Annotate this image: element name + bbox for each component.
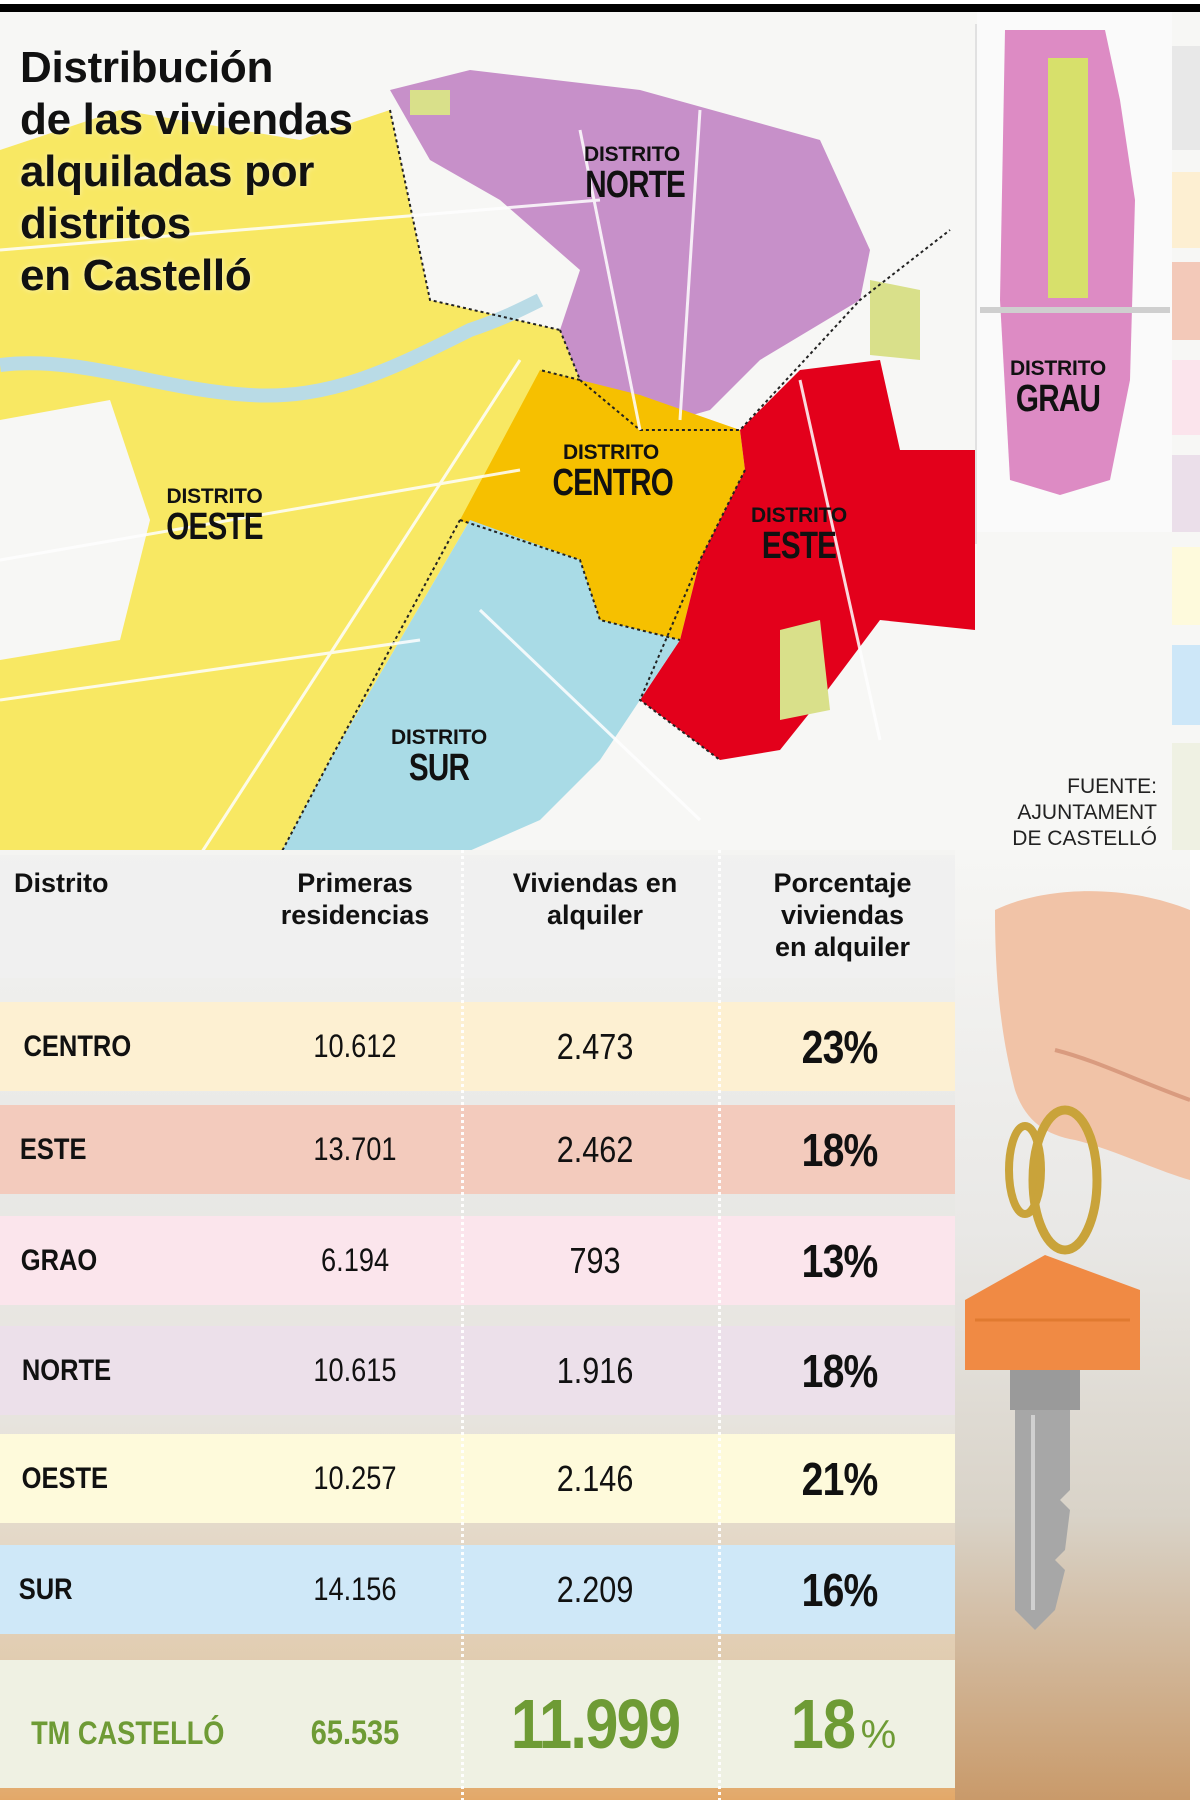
label-name: SUR [408,747,470,789]
cell-porcentaje: 18% [802,1344,879,1397]
cell-distrito: TM CASTELLÓ [31,1714,225,1751]
table-row-grao: GRAO 6.194 793 13% [0,1216,955,1305]
rental-table: Distrito Primeras residencias Viviendas … [0,850,1200,1800]
label-distrito-norte: DISTRITO NORTE [572,144,692,204]
label-name: NORTE [585,164,686,206]
legend-swatch-oeste [1172,547,1200,625]
cell-distrito: ESTE [19,1132,87,1166]
cell-distrito: CENTRO [23,1029,132,1063]
district-area-oeste [0,110,580,855]
district-map: Distribución de las viviendas alquiladas… [0,12,1200,855]
cell-porcentaje: 23% [802,1020,879,1073]
legend-swatch-centro [1172,172,1200,248]
map-graphic [0,12,1200,855]
header-viviendas-en-alquiler: Viviendas en alquiler [512,868,678,930]
legend-swatch-grao [1172,360,1200,435]
total-percent-sign: % [860,1713,897,1757]
table-row-norte: NORTE 10.615 1.916 18% [0,1326,955,1415]
cell-viviendas: 2.473 [556,1025,634,1067]
label-distrito-centro: DISTRITO CENTRO [536,442,686,502]
source-credit: FUENTE: AJUNTAMENT DE CASTELLÓ [1012,775,1157,850]
cell-viviendas: 1.916 [556,1349,634,1391]
cell-primeras: 13.701 [313,1131,397,1167]
table-row-este: ESTE 13.701 2.462 18% [0,1105,955,1194]
label-prefix: DISTRITO [166,485,263,508]
label-name: CENTRO [552,462,674,504]
inset-divider [975,24,977,544]
column-divider [461,850,464,1800]
cell-primeras: 10.615 [313,1352,397,1388]
label-distrito-este: DISTRITO ESTE [738,505,860,565]
right-margin [1190,850,1200,1800]
cell-primeras: 10.612 [313,1028,397,1064]
label-prefix: DISTRITO [750,504,848,527]
legend-swatch-este [1172,262,1200,340]
label-distrito-sur: DISTRITO SUR [378,727,500,787]
cell-porcentaje: 13% [802,1234,879,1287]
header-distrito: Distrito [14,868,109,898]
cell-porcentaje: 16% [802,1563,879,1616]
legend-swatch-norte [1172,455,1200,532]
total-percent-value: 18 [790,1685,855,1763]
cell-viviendas: 2.209 [556,1568,634,1610]
district-area-centro [460,370,745,640]
cell-primeras: 65.535 [310,1713,400,1752]
table-row-oeste: OESTE 10.257 2.146 21% [0,1434,955,1523]
key-illustration [965,891,1191,1630]
cell-distrito: OESTE [21,1461,109,1495]
legend-swatch-total [1172,743,1200,853]
cell-viviendas: 793 [569,1239,621,1281]
cell-viviendas: 2.146 [556,1457,634,1499]
table-row-total: TM CASTELLÓ 65.535 11.999 18% [0,1660,955,1788]
label-prefix: DISTRITO [1009,357,1107,380]
cell-porcentaje: 21% [802,1452,879,1505]
cell-primeras: 14.156 [313,1571,397,1607]
top-rule [0,4,1200,12]
cell-primeras: 10.257 [313,1460,397,1496]
district-area-este [640,360,975,760]
label-name: OESTE [166,506,263,548]
label-distrito-grau: DISTRITO GRAU [997,358,1119,418]
header-porcentaje: Porcentaje viviendas en alquiler [773,868,912,962]
cell-distrito: SUR [18,1572,73,1606]
cell-distrito: GRAO [20,1243,98,1277]
label-distrito-oeste: DISTRITO OESTE [152,486,277,546]
label-prefix: DISTRITO [562,441,660,464]
cell-viviendas: 11.999 [510,1685,681,1763]
cell-porcentaje: 18% [802,1123,879,1176]
page-title: Distribución de las viviendas alquiladas… [20,43,353,300]
district-area-sur [280,520,680,855]
hand-with-house-key-photo [955,850,1195,1800]
label-prefix: DISTRITO [583,143,681,166]
cell-viviendas: 2.462 [556,1128,634,1170]
table-row-sur: SUR 14.156 2.209 16% [0,1545,955,1634]
district-area-norte [390,70,870,430]
cell-primeras: 6.194 [320,1242,390,1278]
table-row-centro: CENTRO 10.612 2.473 23% [0,1002,955,1091]
table-header: Distrito Primeras residencias Viviendas … [0,855,955,978]
legend-swatch-header [1172,46,1200,150]
legend-swatch-sur [1172,645,1200,725]
column-divider [718,850,721,1800]
header-primeras-residencias: Primeras residencias [280,868,430,930]
cell-distrito: NORTE [21,1353,112,1387]
label-name: ESTE [761,525,837,567]
cell-porcentaje: 18% [740,1660,940,1788]
label-prefix: DISTRITO [390,726,488,749]
label-name: GRAU [1015,378,1101,420]
